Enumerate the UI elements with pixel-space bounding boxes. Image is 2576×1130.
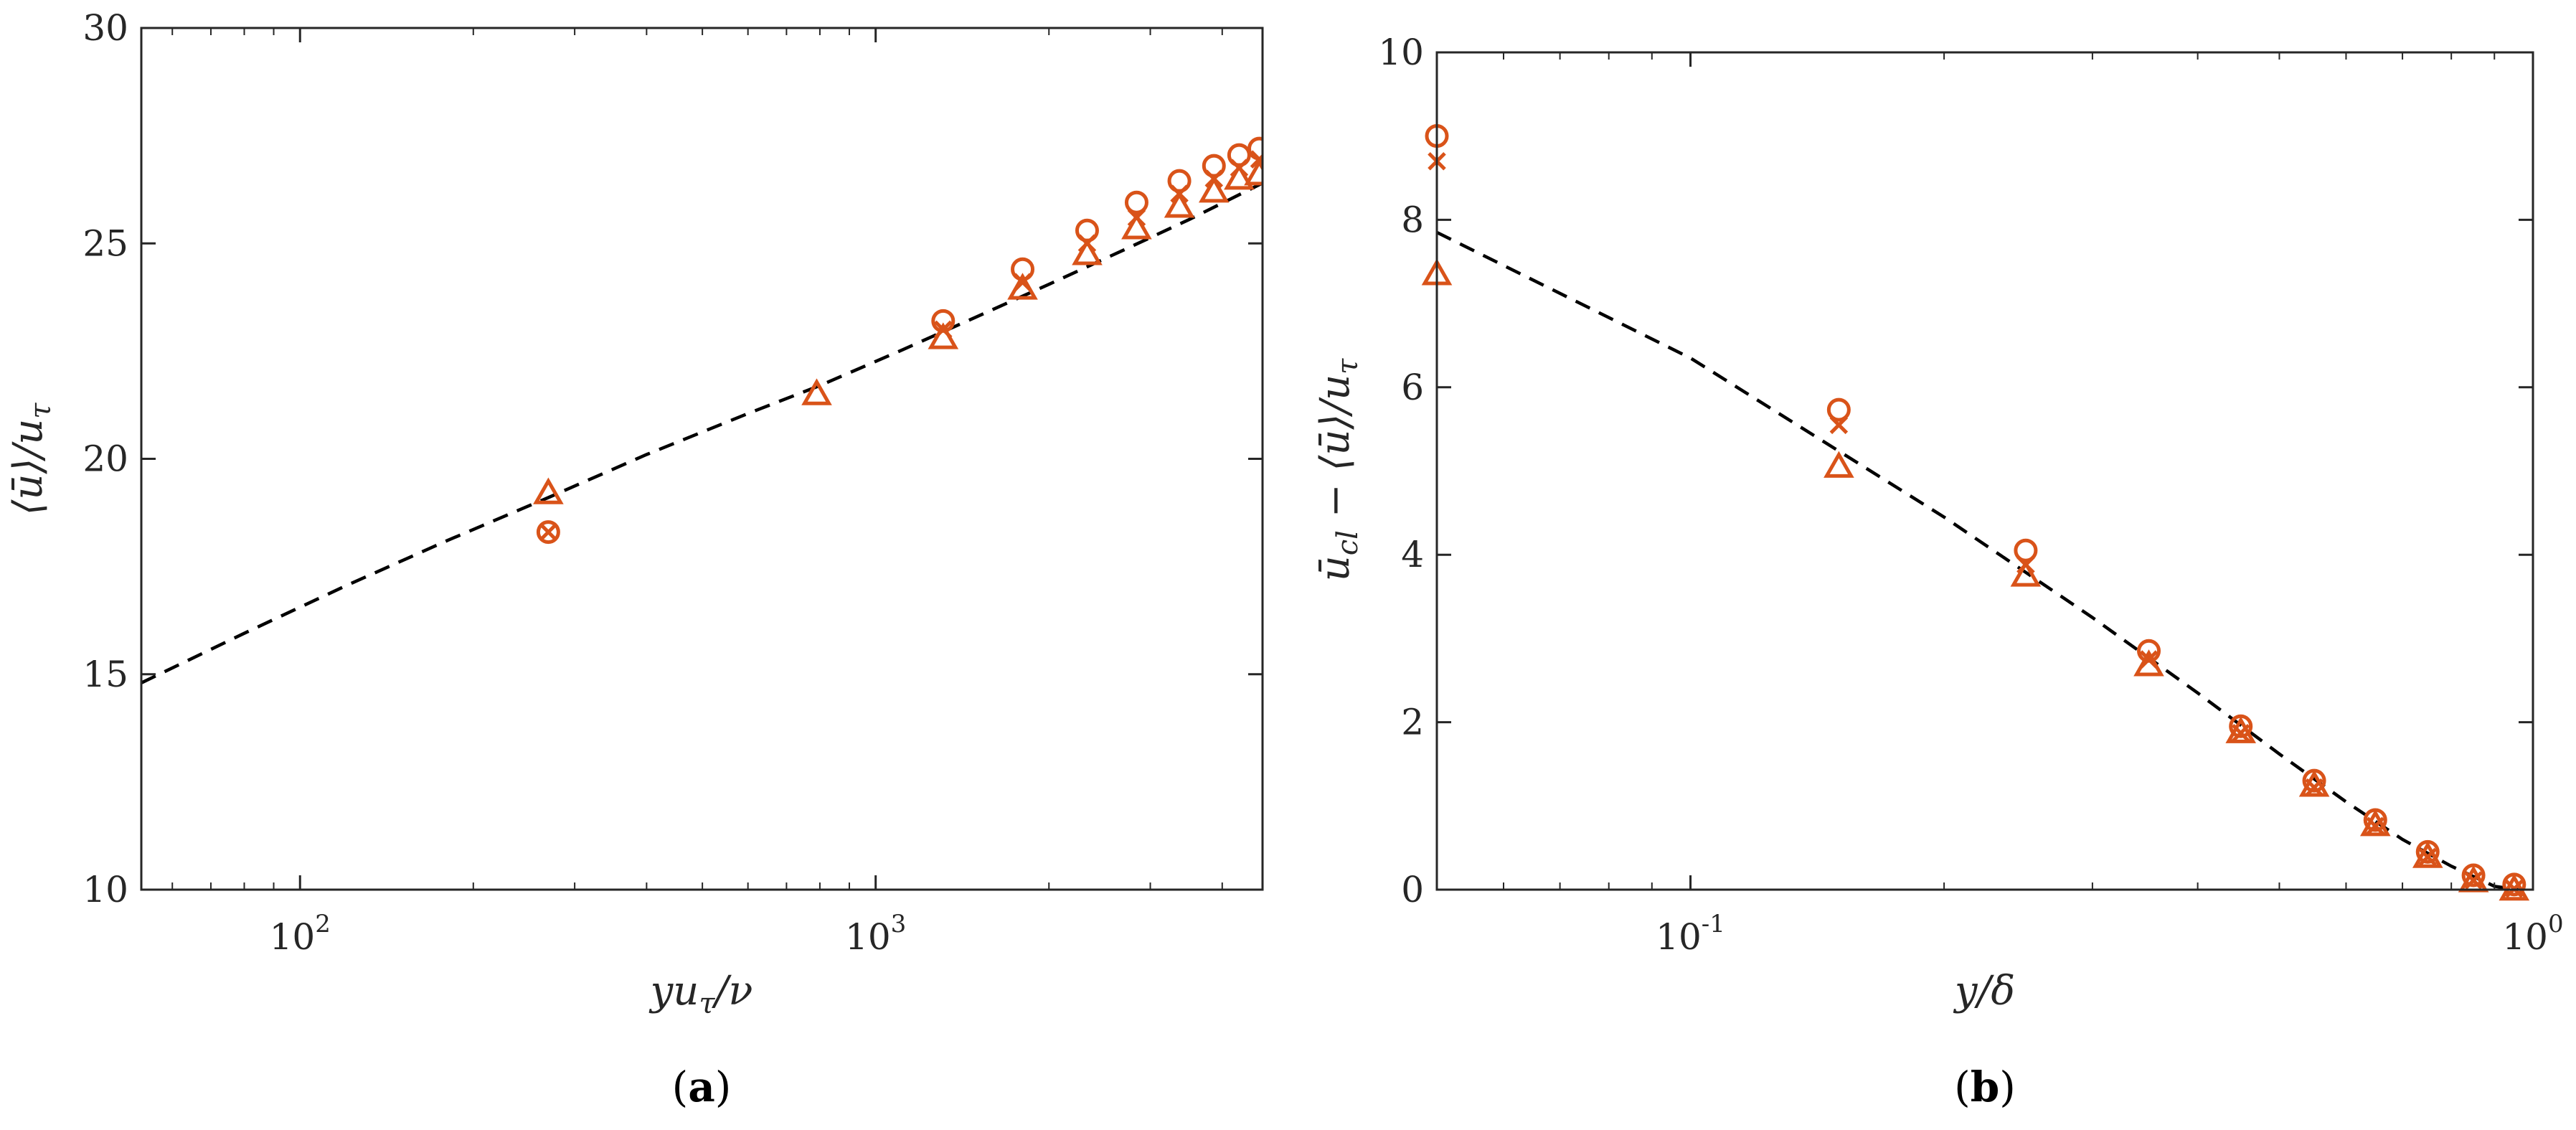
triangle-marker xyxy=(801,378,832,405)
panel-a-fit-line xyxy=(141,182,1263,684)
x-tick-label: 10-1 xyxy=(1656,910,1725,958)
circle-marker xyxy=(2461,863,2486,887)
cross-marker xyxy=(539,522,558,542)
triangle-marker xyxy=(533,477,564,504)
panel-b-ticks: 0 2 4 6 8 10 10-1 100 xyxy=(1378,32,2563,958)
triangle-marker xyxy=(1224,163,1255,190)
y-tick-label: 10 xyxy=(82,869,128,910)
panel-a-markers xyxy=(533,136,1263,545)
circle-marker xyxy=(2229,714,2253,738)
triangle-marker xyxy=(2010,560,2042,587)
cross-marker xyxy=(1829,415,1849,435)
panel-a-ticks: 10 15 20 25 30 102 103 xyxy=(82,7,1263,958)
circle-marker xyxy=(1247,136,1263,161)
circle-marker xyxy=(1202,154,1226,178)
panel-b-caption: (b) xyxy=(1954,1063,2016,1111)
panel-a: 10 15 20 25 30 102 103 yuτ/ν ⟨ū⟩/uτ (a) xyxy=(5,7,1264,1111)
triangle-marker xyxy=(2412,841,2443,868)
triangle-marker xyxy=(1072,238,1103,265)
circle-marker xyxy=(1167,169,1192,193)
x-tick-label: 100 xyxy=(2502,910,2563,958)
fit-line xyxy=(141,182,1263,684)
triangle-marker xyxy=(1164,191,1195,218)
triangle-marker xyxy=(2359,809,2391,837)
triangle-marker xyxy=(2298,770,2330,797)
panel-b: 0 2 4 6 8 10 10-1 100 y/δ ūcl − ⟨ū⟩/uτ (b) xyxy=(1312,32,2564,1111)
triangle-marker xyxy=(1198,176,1230,203)
panel-a-caption: (a) xyxy=(672,1063,732,1111)
y-tick-label: 20 xyxy=(82,438,128,480)
y-tick-label: 15 xyxy=(82,654,128,695)
circle-marker xyxy=(536,520,560,545)
triangle-marker xyxy=(1121,212,1152,240)
y-tick-label: 8 xyxy=(1401,199,1424,240)
y-tick-label: 0 xyxy=(1401,869,1424,910)
fit-line xyxy=(1437,230,2519,890)
panel-b-fit-line xyxy=(1437,230,2519,890)
triangle-marker xyxy=(2225,716,2257,743)
triangle-marker xyxy=(928,322,959,349)
circle-marker xyxy=(1826,397,1851,422)
panel-b-y-axis-label: ūcl − ⟨ū⟩/uτ xyxy=(1312,358,1364,582)
x-tick-label: 102 xyxy=(270,910,331,958)
y-tick-label: 30 xyxy=(82,7,128,49)
y-tick-label: 25 xyxy=(82,222,128,264)
triangle-marker xyxy=(2499,873,2530,901)
y-tick-label: 2 xyxy=(1401,702,1424,743)
triangle-marker xyxy=(1244,159,1263,186)
x-tick-label: 103 xyxy=(845,910,906,958)
y-tick-label: 4 xyxy=(1401,534,1424,575)
panel-a-axes-box xyxy=(140,27,1264,891)
panel-a-y-axis-label: ⟨ū⟩/uτ xyxy=(5,402,57,516)
triangle-marker xyxy=(1007,273,1038,300)
triangle-marker xyxy=(2133,649,2164,677)
panel-b-axes-box xyxy=(1435,51,2534,891)
y-tick-label: 10 xyxy=(1378,32,1424,73)
triangle-marker xyxy=(1824,451,1854,478)
panel-a-x-axis-label: yuτ/ν xyxy=(648,968,753,1020)
panel-b-markers xyxy=(1421,124,2530,901)
circle-marker xyxy=(1124,190,1148,215)
y-tick-label: 6 xyxy=(1401,367,1424,408)
panel-b-x-axis-label: y/δ xyxy=(1953,968,2015,1014)
